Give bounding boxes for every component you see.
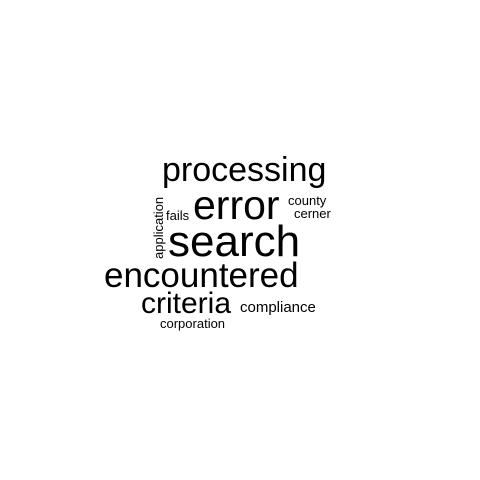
word-encountered: encountered	[104, 256, 299, 295]
word-search: search	[168, 217, 301, 266]
word-error: error	[193, 182, 280, 228]
word-cerner: cerner	[294, 206, 331, 221]
word-county: county	[288, 193, 327, 208]
word-fails: fails	[166, 208, 190, 223]
word-processing: processing	[162, 151, 327, 189]
word-application: application	[151, 196, 166, 259]
word-corporation: corporation	[160, 316, 226, 331]
word-compliance: compliance	[240, 299, 316, 316]
word-criteria: criteria	[141, 287, 232, 320]
